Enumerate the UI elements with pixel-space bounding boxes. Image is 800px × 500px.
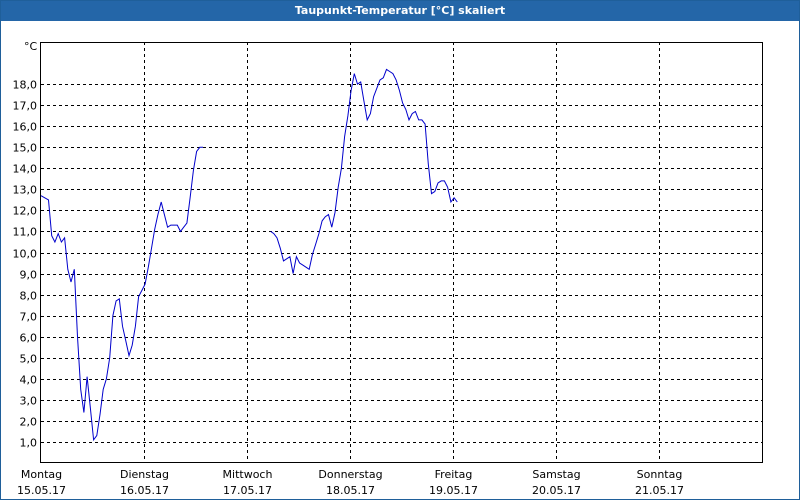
x-tick-day-label: Mittwoch	[223, 468, 273, 481]
x-tick-date-label: 17.05.17	[223, 484, 272, 497]
y-tick-label: 1,0	[20, 437, 38, 450]
y-tick-label: 5,0	[20, 353, 38, 366]
y-tick-label: 8,0	[20, 290, 38, 303]
y-tick-label: 2,0	[20, 416, 38, 429]
x-tick-day-label: Donnerstag	[318, 468, 382, 481]
grid-lines	[41, 42, 762, 463]
y-tick-label: 7,0	[20, 311, 38, 324]
x-tick-day-label: Sonntag	[637, 468, 683, 481]
x-tick-date-label: 15.05.17	[17, 484, 66, 497]
series-line	[40, 146, 203, 442]
y-tick-label: 18,0	[13, 79, 38, 92]
x-tick-date-label: 20.05.17	[532, 484, 581, 497]
x-tick-day-label: Montag	[21, 468, 62, 481]
x-tick-day-label: Freitag	[435, 468, 473, 481]
x-tick-date-label: 21.05.17	[635, 484, 684, 497]
y-tick-label: 4,0	[20, 374, 38, 387]
y-tick-label: 3,0	[20, 395, 38, 408]
series-lines	[40, 68, 458, 442]
x-tick-day-label: Dienstag	[120, 468, 169, 481]
y-tick-label: 13,0	[13, 184, 38, 197]
x-tick-date-label: 18.05.17	[326, 484, 375, 497]
series-line	[270, 68, 458, 274]
y-axis-unit-label: °C	[24, 40, 38, 53]
y-tick-label: 14,0	[13, 163, 38, 176]
x-tick-date-label: 19.05.17	[429, 484, 478, 497]
y-tick-label: 6,0	[20, 332, 38, 345]
x-tick-date-label: 16.05.17	[120, 484, 169, 497]
y-axis-ticks: 1,0 2,0 3,0 4,0 5,0 6,0 7,0 8,0 9,0 10,0 11,0 12,0 1…	[13, 79, 38, 450]
x-tick-day-label: Samstag	[532, 468, 580, 481]
x-axis-ticks: Montag 15.05.17 Dienstag 16.05.17 Mittwoch 17…	[17, 468, 684, 497]
y-tick-label: 10,0	[13, 248, 38, 261]
y-tick-label: 9,0	[20, 269, 38, 282]
y-tick-label: 16,0	[13, 121, 38, 134]
dewpoint-chart: 1,0 2,0 3,0 4,0 5,0 6,0 7,0 8,0 9,0 10,0 11,0 12,0 1…	[13, 40, 763, 497]
chart-title: Taupunkt-Temperatur [°C] skaliert	[1, 1, 799, 21]
y-tick-label: 15,0	[13, 142, 38, 155]
y-tick-label: 17,0	[13, 100, 38, 113]
y-tick-label: 11,0	[13, 226, 38, 239]
y-tick-label: 12,0	[13, 205, 38, 218]
plot-area-border	[40, 42, 763, 463]
